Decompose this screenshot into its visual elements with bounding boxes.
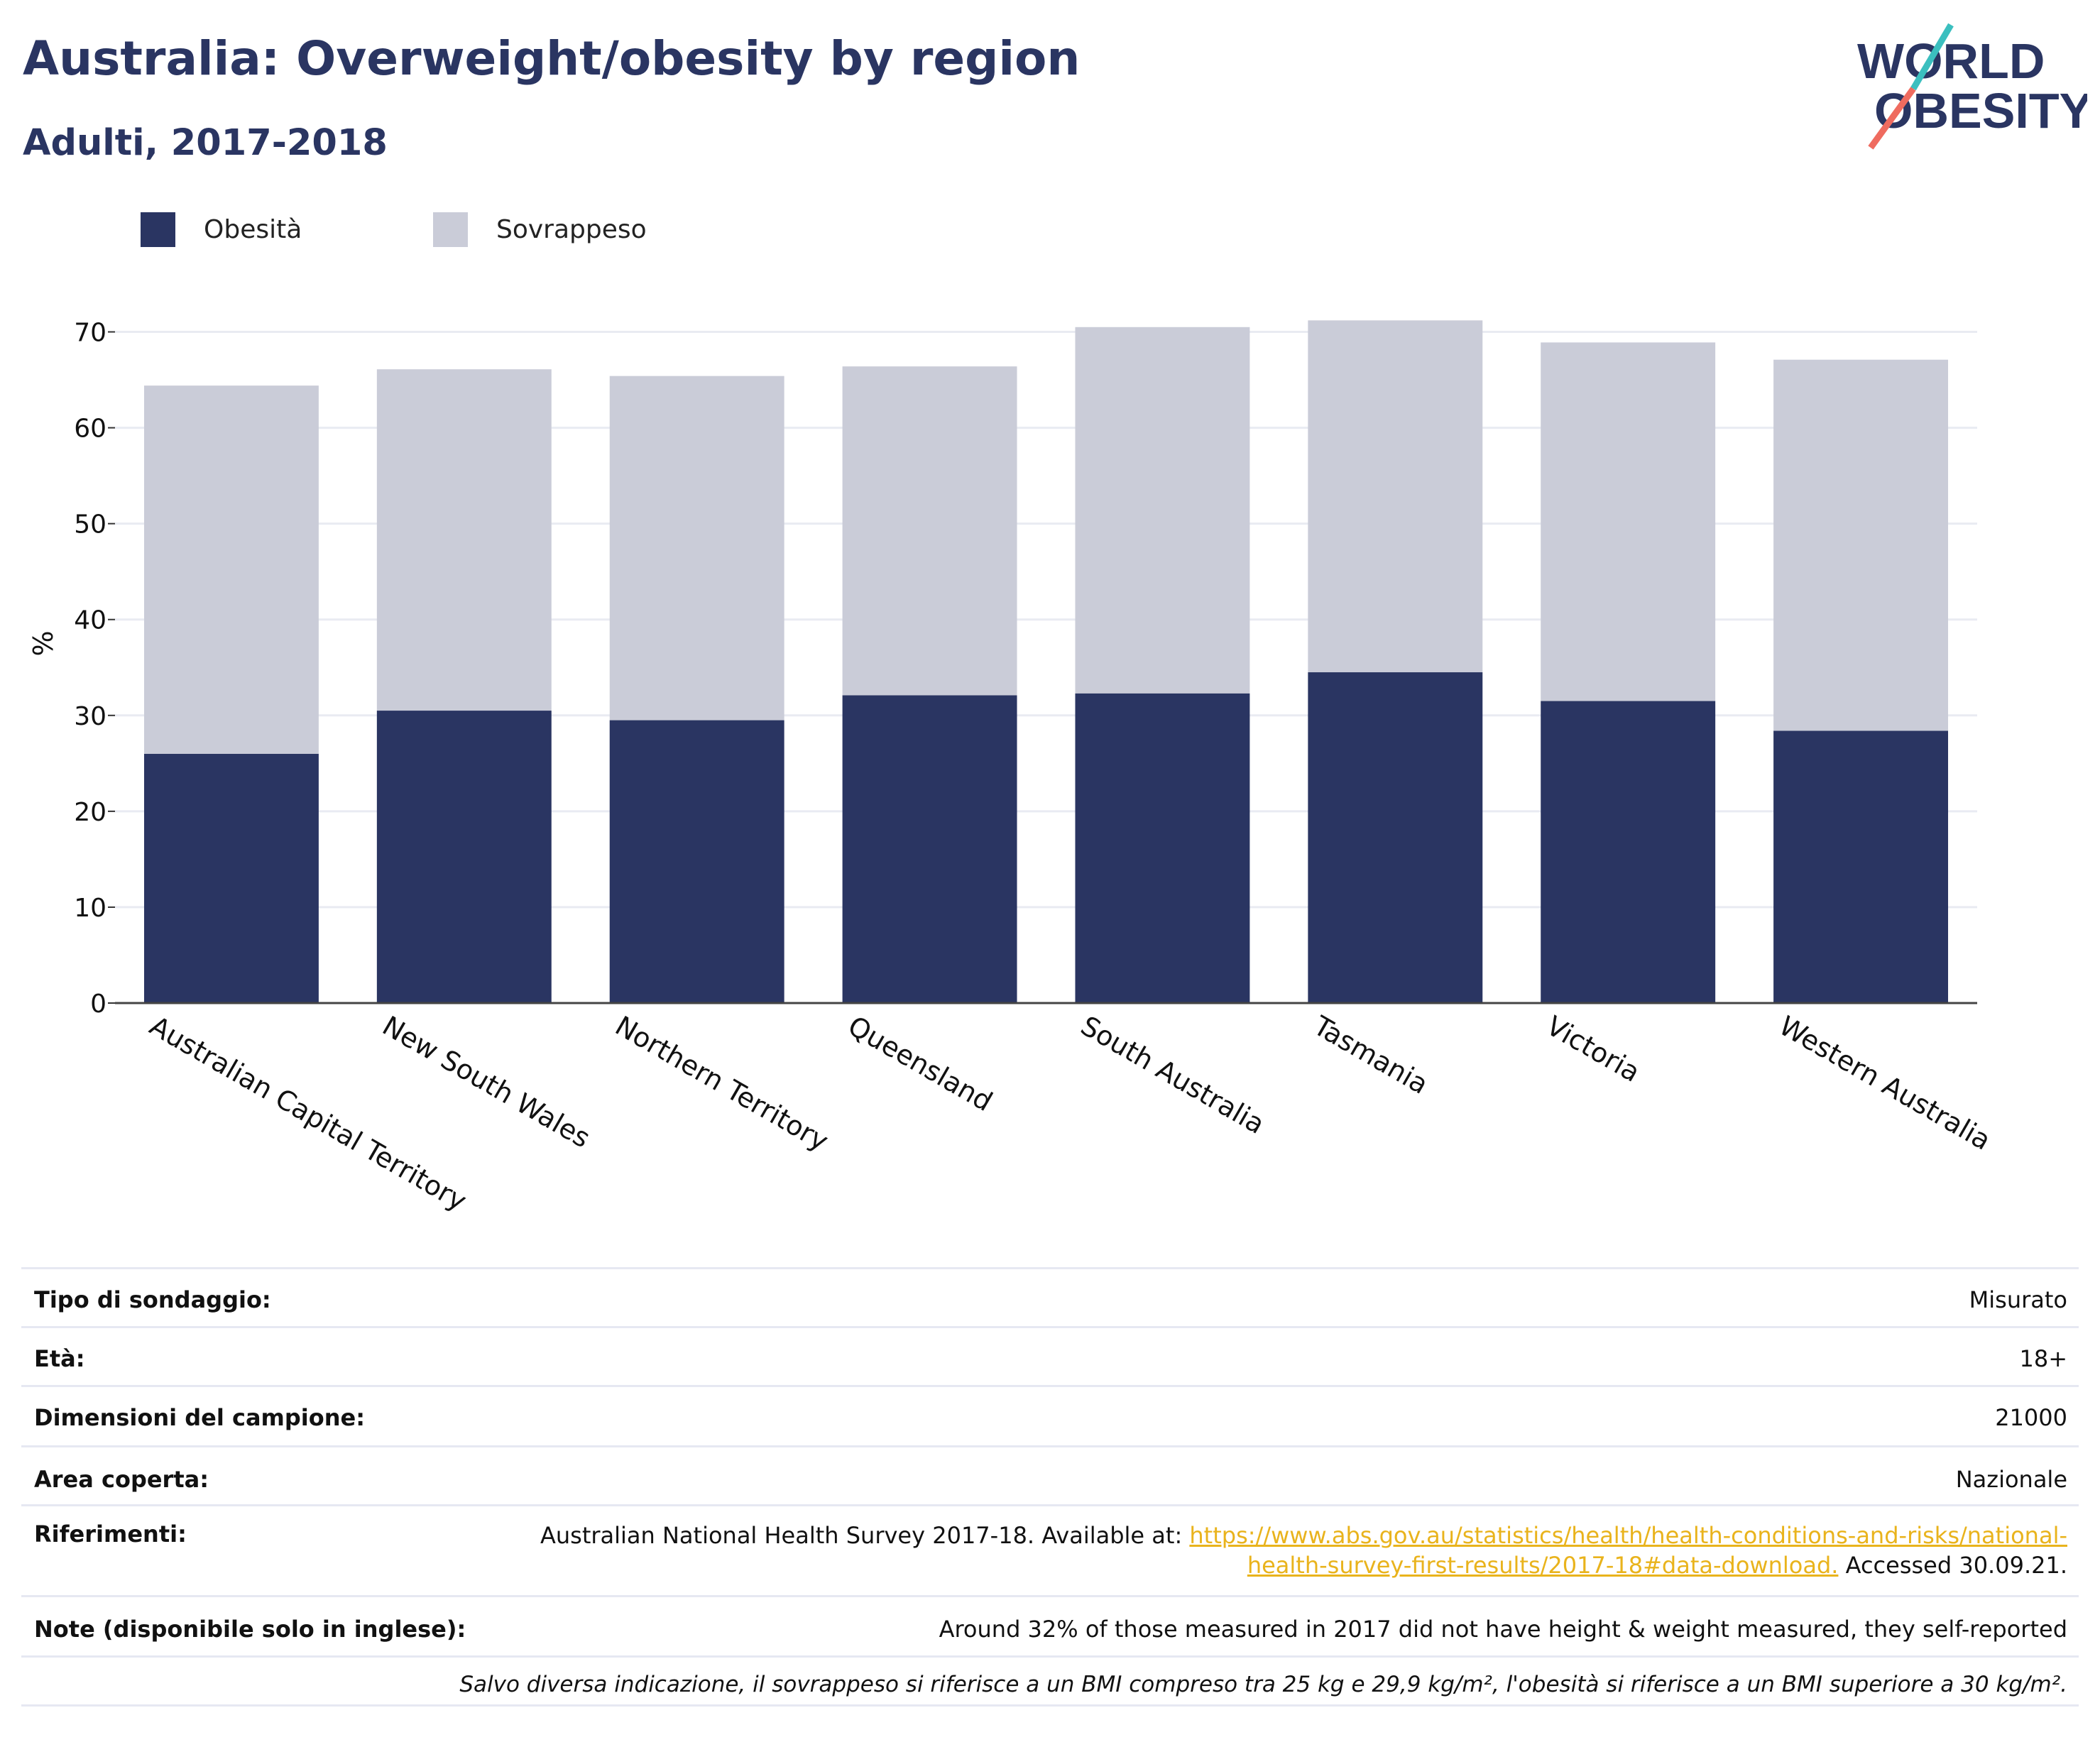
x-tick-label: Western Australia — [1774, 1010, 1996, 1156]
bar-overweight — [842, 366, 1017, 696]
bar-obesity — [842, 695, 1017, 1003]
y-tick-label: 0 — [90, 990, 106, 1019]
info-row-area: Area coperta: Nazionale — [21, 1445, 2079, 1504]
info-label-references: Riferimenti: — [34, 1521, 187, 1548]
info-value-age: 18+ — [2019, 1345, 2067, 1372]
y-tick-label: 50 — [74, 510, 106, 540]
x-tick-label: South Australia — [1076, 1010, 1270, 1140]
references-accessed: Accessed 30.09.21. — [1838, 1552, 2067, 1579]
x-tick-label: Victoria — [1541, 1010, 1646, 1088]
bar-obesity — [1773, 730, 1949, 1003]
footnote-text: Salvo diversa indicazione, il sovrappeso… — [459, 1672, 2067, 1697]
info-value-area: Nazionale — [1955, 1466, 2067, 1493]
bar-obesity — [1075, 693, 1250, 1003]
logo-slash-teal — [1910, 23, 1954, 91]
world-obesity-logo: WORLD OBESITY — [1857, 23, 2087, 150]
bar-overweight — [143, 385, 319, 754]
references-link-part-2[interactable]: health-survey-first-results/2017-18#data… — [1247, 1552, 1839, 1579]
info-row-survey-type: Tipo di sondaggio: Misurato — [21, 1267, 2079, 1326]
x-tick-label: Northern Territory — [610, 1010, 833, 1157]
info-row-references: Riferimenti: Australian National Health … — [21, 1504, 2079, 1595]
page-title: Australia: Overweight/obesity by region — [23, 31, 1081, 86]
info-row-age: Età: 18+ — [21, 1326, 2079, 1385]
x-tick-label: Tasmania — [1308, 1009, 1433, 1100]
bar-obesity — [1308, 672, 1483, 1003]
info-row-footnote: Salvo diversa indicazione, il sovrappeso… — [21, 1655, 2079, 1704]
bar-overweight — [1308, 320, 1483, 673]
info-table-bottom-border — [21, 1704, 2079, 1707]
legend-label-overweight: Sovrappeso — [496, 214, 647, 244]
legend-item-overweight: Sovrappeso — [433, 210, 647, 248]
bar-overweight — [609, 376, 784, 721]
y-tick-label: 30 — [74, 702, 106, 731]
bar-overweight — [376, 369, 552, 711]
legend-swatch-overweight — [433, 212, 468, 247]
bar-obesity — [609, 720, 784, 1003]
info-label-survey-type: Tipo di sondaggio: — [34, 1286, 271, 1313]
info-value-notes: Around 32% of those measured in 2017 did… — [939, 1616, 2067, 1643]
bar-obesity — [1541, 701, 1716, 1003]
y-axis-label: % — [28, 630, 59, 656]
references-link-part-1[interactable]: https://www.abs.gov.au/statistics/health… — [1189, 1522, 2067, 1549]
survey-info-table: Tipo di sondaggio: Misurato Età: 18+ Dim… — [21, 1267, 2079, 1707]
bar-overweight — [1773, 359, 1949, 731]
legend-item-obesity: Obesità — [141, 210, 302, 248]
y-tick-label: 70 — [74, 319, 106, 348]
info-value-references: Australian National Health Survey 2017-1… — [540, 1521, 2067, 1580]
bar-overweight — [1541, 342, 1716, 701]
bar-obesity — [143, 753, 319, 1003]
bar-overweight — [1075, 327, 1250, 694]
x-tick-label: Queensland — [843, 1010, 997, 1117]
logo-slash-coral — [1868, 87, 1916, 150]
y-tick-label: 20 — [74, 798, 106, 827]
legend-label-obesity: Obesità — [204, 214, 302, 244]
info-row-notes: Note (disponibile solo in inglese): Arou… — [21, 1595, 2079, 1655]
info-value-survey-type: Misurato — [1969, 1286, 2067, 1313]
logo-line-1: WORLD — [1857, 33, 2045, 89]
info-row-sample-size: Dimensioni del campione: 21000 — [21, 1385, 2079, 1445]
legend-swatch-obesity — [141, 212, 175, 247]
info-label-notes: Note (disponibile solo in inglese): — [34, 1616, 466, 1643]
info-label-sample-size: Dimensioni del campione: — [34, 1404, 366, 1431]
info-value-sample-size: 21000 — [1995, 1404, 2067, 1431]
bar-obesity — [376, 711, 552, 1003]
info-label-age: Età: — [34, 1345, 85, 1372]
y-tick-label: 60 — [74, 415, 106, 444]
x-tick-label: New South Wales — [377, 1010, 595, 1154]
references-text: Australian National Health Survey 2017-1… — [540, 1522, 1190, 1549]
info-label-area: Area coperta: — [34, 1466, 209, 1493]
page-subtitle: Adulti, 2017-2018 — [23, 122, 388, 164]
logo-line-2: OBESITY — [1874, 83, 2087, 138]
y-tick-label: 10 — [74, 894, 106, 923]
y-tick-label: 40 — [74, 606, 106, 635]
